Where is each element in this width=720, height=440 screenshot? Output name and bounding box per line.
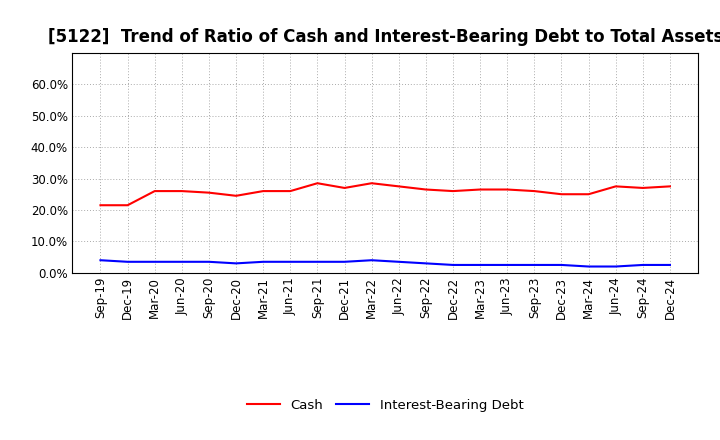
Cash (530, 188, 539, 194)
Cash (421, 187, 430, 192)
Cash (557, 191, 566, 197)
Interest-Bearing Debt (204, 259, 213, 264)
Interest-Bearing Debt (639, 262, 647, 268)
Interest-Bearing Debt (395, 259, 403, 264)
Interest-Bearing Debt (367, 257, 376, 263)
Interest-Bearing Debt (150, 259, 159, 264)
Interest-Bearing Debt (421, 261, 430, 266)
Cash (395, 184, 403, 189)
Line: Interest-Bearing Debt: Interest-Bearing Debt (101, 260, 670, 267)
Interest-Bearing Debt (341, 259, 349, 264)
Cash (123, 202, 132, 208)
Cash (178, 188, 186, 194)
Cash (232, 193, 240, 198)
Cash (96, 202, 105, 208)
Cash (476, 187, 485, 192)
Interest-Bearing Debt (313, 259, 322, 264)
Line: Cash: Cash (101, 183, 670, 205)
Interest-Bearing Debt (286, 259, 294, 264)
Interest-Bearing Debt (665, 262, 674, 268)
Cash (286, 188, 294, 194)
Interest-Bearing Debt (259, 259, 268, 264)
Interest-Bearing Debt (476, 262, 485, 268)
Interest-Bearing Debt (584, 264, 593, 269)
Cash (204, 190, 213, 195)
Cash (639, 185, 647, 191)
Interest-Bearing Debt (530, 262, 539, 268)
Cash (259, 188, 268, 194)
Cash (584, 191, 593, 197)
Cash (503, 187, 511, 192)
Cash (341, 185, 349, 191)
Legend: Cash, Interest-Bearing Debt: Cash, Interest-Bearing Debt (241, 394, 529, 418)
Cash (449, 188, 457, 194)
Interest-Bearing Debt (232, 261, 240, 266)
Interest-Bearing Debt (449, 262, 457, 268)
Interest-Bearing Debt (96, 257, 105, 263)
Title: [5122]  Trend of Ratio of Cash and Interest-Bearing Debt to Total Assets: [5122] Trend of Ratio of Cash and Intere… (48, 28, 720, 46)
Cash (367, 180, 376, 186)
Interest-Bearing Debt (123, 259, 132, 264)
Interest-Bearing Debt (611, 264, 620, 269)
Interest-Bearing Debt (178, 259, 186, 264)
Cash (313, 180, 322, 186)
Interest-Bearing Debt (557, 262, 566, 268)
Interest-Bearing Debt (503, 262, 511, 268)
Cash (665, 184, 674, 189)
Cash (150, 188, 159, 194)
Cash (611, 184, 620, 189)
